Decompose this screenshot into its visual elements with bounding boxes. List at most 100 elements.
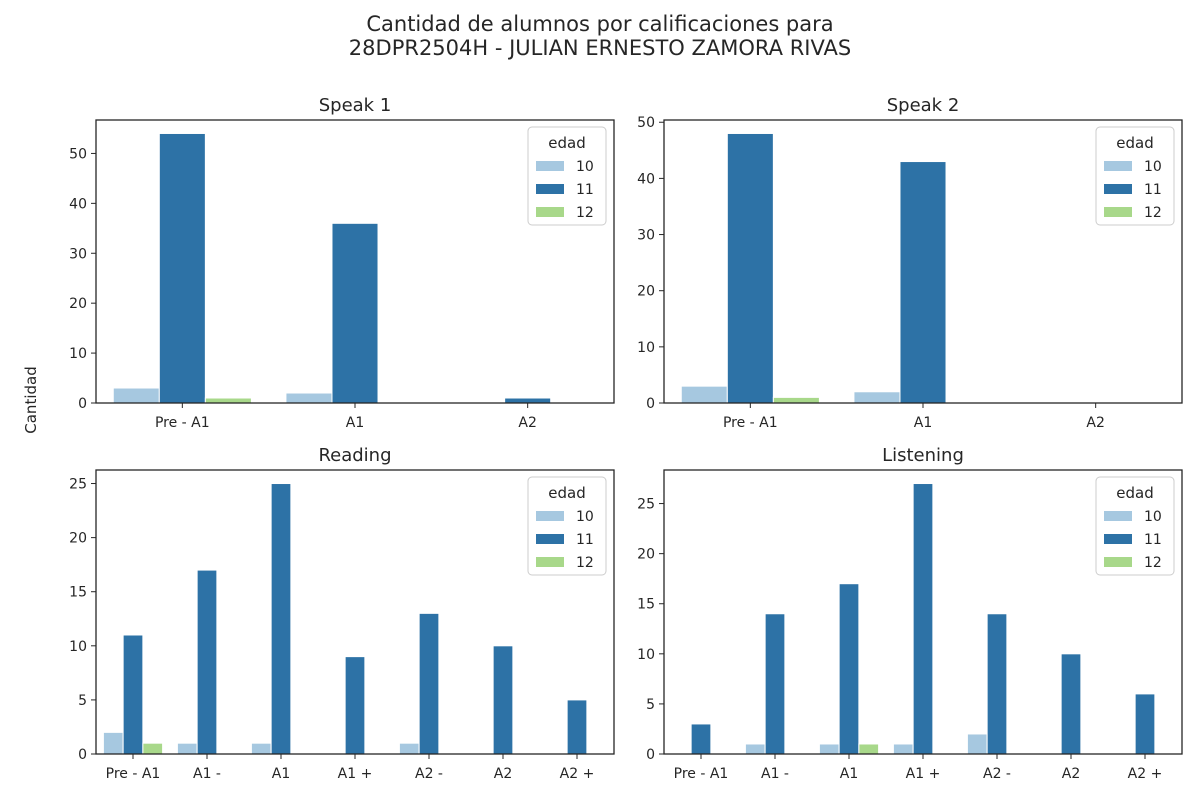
bar-10: [285, 392, 333, 404]
y-tick-label: 30: [69, 246, 87, 262]
y-tick-label: 20: [69, 531, 87, 547]
bar-11: [764, 613, 786, 755]
legend-swatch-11: [536, 184, 564, 194]
bar-11: [158, 132, 206, 404]
panel-title: Listening: [882, 445, 964, 466]
bar-10: [112, 387, 160, 404]
legend-swatch-10: [536, 161, 564, 171]
bar-10: [892, 743, 914, 755]
legend-swatch-10: [536, 511, 564, 521]
legend: edad 10 11 12: [527, 476, 607, 576]
x-tick-label: A1: [840, 766, 858, 782]
y-tick-label: 15: [637, 597, 655, 613]
legend-label-10: 10: [576, 509, 594, 525]
bar-11: [838, 583, 860, 755]
x-tick-label: Pre - A1: [155, 415, 210, 431]
bar-12: [204, 397, 252, 404]
legend-label-10: 10: [1144, 159, 1162, 175]
y-tick-label: 0: [78, 747, 87, 763]
x-tick-label: A1 -: [761, 766, 789, 782]
x-tick-label: A1 -: [193, 766, 221, 782]
legend-label-12: 12: [1144, 205, 1162, 221]
figure-title-line-1: Cantidad de alumnos por calificaciones p…: [366, 12, 834, 36]
legend-label-12: 12: [576, 205, 594, 221]
bar-11: [912, 483, 934, 755]
chart-panel-4: 0 5 10 15 20 25 Pre - A1 A1 - A1 A1 + A2 - A2 A2 + Li…: [637, 445, 1183, 782]
legend-swatch-11: [1104, 184, 1132, 194]
legend-swatch-12: [536, 207, 564, 217]
y-tick-label: 15: [69, 585, 87, 601]
legend-label-10: 10: [1144, 509, 1162, 525]
panel-title: Speak 1: [319, 95, 392, 116]
y-tick-label: 5: [78, 693, 87, 709]
y-tick-label: 10: [69, 346, 87, 362]
x-tick-label: A2 +: [1128, 766, 1163, 782]
legend-title: edad: [548, 134, 585, 152]
bar-11: [566, 699, 588, 755]
legend-title: edad: [1116, 134, 1153, 152]
chart-panel-3: 0 5 10 15 20 25 Pre - A1 A1 - A1 A1 + A2 - A2 A2 + Re…: [69, 445, 615, 782]
legend-label-11: 11: [576, 182, 594, 198]
bar-10: [966, 733, 988, 755]
x-tick-label: A1 +: [338, 766, 373, 782]
axes-frame: [663, 469, 1183, 755]
bar-11: [504, 397, 552, 404]
bar-11: [418, 612, 440, 755]
legend-title: edad: [548, 484, 585, 502]
bar-11: [1060, 653, 1082, 755]
legend-box: [1095, 476, 1175, 576]
bar-11: [986, 613, 1008, 755]
bar-10: [398, 742, 420, 755]
y-tick-label: 25: [637, 497, 655, 513]
y-tick-label: 0: [646, 747, 655, 763]
legend-swatch-12: [1104, 557, 1132, 567]
y-tick-label: 20: [69, 296, 87, 312]
y-tick-label: 50: [69, 146, 87, 162]
bar-11: [899, 161, 947, 404]
x-tick-label: A1: [914, 415, 932, 431]
y-tick-label: 10: [637, 647, 655, 663]
bar-10: [102, 731, 124, 755]
bar-11: [270, 483, 292, 755]
legend: edad 10 11 12: [1095, 126, 1175, 226]
legend-title: edad: [1116, 484, 1153, 502]
bar-11: [1134, 693, 1156, 755]
legend-label-11: 11: [1144, 182, 1162, 198]
x-tick-label: A2: [494, 766, 512, 782]
legend-label-11: 11: [576, 532, 594, 548]
y-tick-label: 40: [69, 196, 87, 212]
panel-title: Reading: [318, 445, 391, 466]
panel-title: Speak 2: [887, 95, 960, 116]
y-tick-label: 50: [637, 115, 655, 131]
axes-frame: [95, 469, 615, 755]
y-tick-label: 30: [637, 228, 655, 244]
legend-swatch-12: [536, 557, 564, 567]
legend-label-11: 11: [1144, 532, 1162, 548]
bar-11: [331, 222, 379, 404]
y-tick-label: 0: [646, 396, 655, 412]
legend-swatch-12: [1104, 207, 1132, 217]
legend-box: [527, 126, 607, 226]
y-tick-label: 25: [69, 477, 87, 493]
bar-12: [772, 396, 820, 404]
y-tick-label: 0: [78, 396, 87, 412]
bar-12: [142, 742, 164, 755]
x-tick-label: Pre - A1: [106, 766, 161, 782]
bar-11: [492, 645, 514, 755]
legend-swatch-11: [536, 534, 564, 544]
legend-box: [527, 476, 607, 576]
legend-swatch-10: [1104, 511, 1132, 521]
x-tick-label: A2: [1086, 415, 1104, 431]
y-tick-label: 10: [69, 639, 87, 655]
bar-10: [680, 385, 728, 404]
chart-panel-1: 0 10 20 30 40 50 Pre - A1 A1 A2 Speak 1 edad 10 11 12: [69, 95, 615, 431]
legend-swatch-11: [1104, 534, 1132, 544]
legend-label-12: 12: [576, 555, 594, 571]
axes-frame: [663, 119, 1183, 404]
x-tick-label: A2 -: [983, 766, 1011, 782]
legend: edad 10 11 12: [527, 126, 607, 226]
legend: edad 10 11 12: [1095, 476, 1175, 576]
x-tick-label: A2: [1062, 766, 1080, 782]
